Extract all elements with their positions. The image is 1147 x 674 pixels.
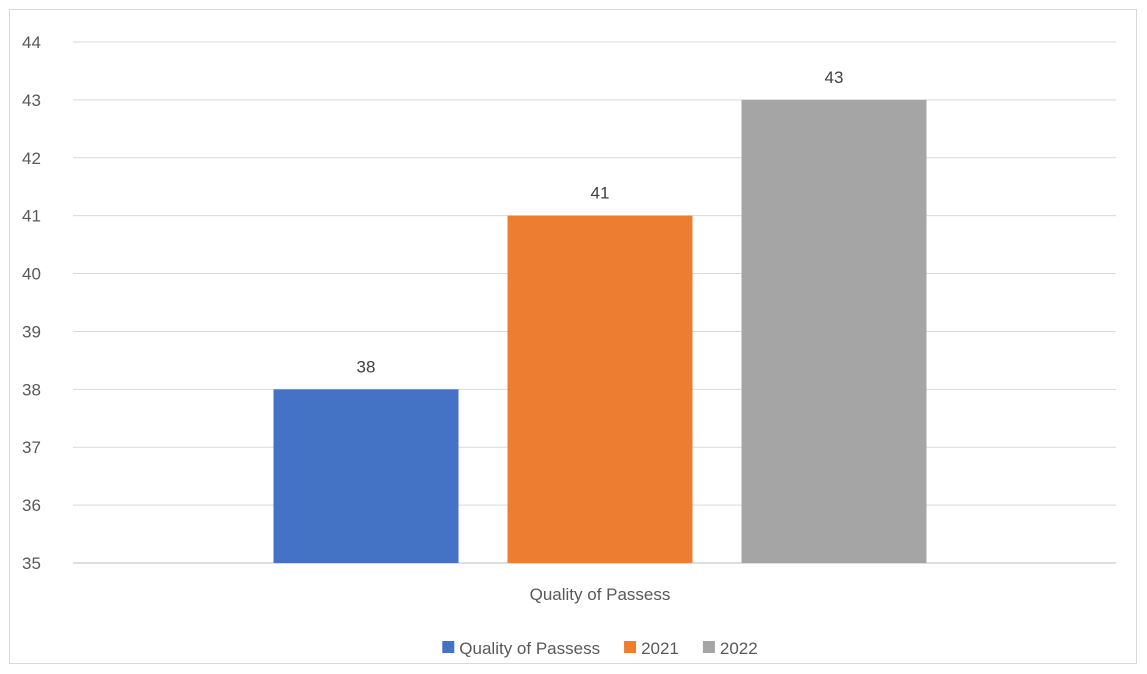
y-axis-ticks: 35 36 37 38 39 40 41 42 43 44 xyxy=(22,33,41,573)
data-labels: 38 41 43 xyxy=(357,68,844,376)
y-tick-label: 39 xyxy=(22,322,41,341)
data-label: 41 xyxy=(591,184,610,203)
y-tick-label: 36 xyxy=(22,496,41,515)
y-tick-label: 38 xyxy=(22,380,41,399)
y-tick-label: 41 xyxy=(22,207,41,226)
legend-label: Quality of Passess xyxy=(459,639,600,658)
y-tick-label: 40 xyxy=(22,265,41,284)
legend: Quality of Passess 2021 2022 xyxy=(442,639,758,658)
x-axis-categories: Quality of Passess xyxy=(530,585,671,604)
y-tick-label: 35 xyxy=(22,554,41,573)
x-category-label: Quality of Passess xyxy=(530,585,671,604)
data-label: 38 xyxy=(357,357,376,376)
y-tick-label: 44 xyxy=(22,33,41,52)
y-tick-label: 37 xyxy=(22,438,41,457)
legend-label: 2021 xyxy=(641,639,679,658)
y-tick-label: 42 xyxy=(22,149,41,168)
data-label: 43 xyxy=(825,68,844,87)
bar xyxy=(273,389,459,563)
legend-swatch xyxy=(702,641,715,653)
gridlines xyxy=(73,41,1116,564)
y-tick-label: 43 xyxy=(22,91,41,110)
bar xyxy=(741,99,927,563)
legend-label: 2022 xyxy=(720,639,758,658)
legend-swatch xyxy=(442,641,455,653)
legend-swatch xyxy=(624,641,637,653)
bar xyxy=(507,215,693,563)
bars xyxy=(273,99,927,563)
